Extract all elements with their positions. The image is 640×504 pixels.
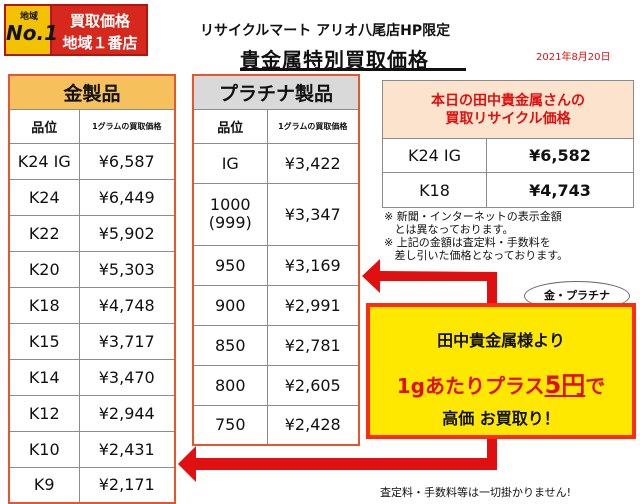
table-row: K24 IG ¥6,587: [8, 142, 176, 180]
grade-cell: K22: [8, 214, 80, 252]
grade-cell: K10: [8, 430, 80, 468]
grade-cell: K24 IG: [8, 142, 80, 180]
grade-cell: K18: [383, 173, 487, 207]
grade-cell: K24 IG: [383, 139, 487, 172]
grade-cell: 950: [192, 244, 268, 286]
price-date: 2021年8月20日: [536, 52, 611, 63]
table-row: K22 ¥5,902: [8, 214, 176, 252]
grade-cell: K20: [8, 250, 80, 288]
table-row: K18 ¥4,743: [383, 173, 633, 207]
badge-line1: 買取価格: [69, 12, 130, 30]
promo-line2: 1gあたりプラス5円で: [370, 365, 632, 400]
price-cell: ¥2,171: [78, 466, 176, 504]
grade-line2: (999): [208, 213, 252, 232]
grade-cell: K12: [8, 394, 80, 432]
price-cell: ¥2,781: [266, 324, 360, 366]
tanaka-price-header: 本日の田中貴金属さんの 買取リサイクル価格: [383, 81, 633, 139]
store-title: リサイクルマート アリオ八尾店HP限定: [200, 23, 451, 39]
price-cell: ¥3,347: [266, 182, 360, 246]
price-cell: ¥2,605: [266, 364, 360, 406]
price-cell: ¥6,582: [529, 146, 591, 165]
badge-line2: 地域１番店: [62, 34, 138, 52]
promo-line2-c: で: [585, 374, 606, 398]
tanaka-header-line2: 買取リサイクル価格: [445, 111, 571, 127]
gold-price-table: 金製品 品位 1グラムの買取価格 K24 IG ¥6,587 K24 ¥6,449 …: [8, 74, 176, 504]
grade-cell: 750: [192, 404, 268, 446]
grade-cell: 1000 (999): [192, 182, 268, 246]
price-notes: ※ 新聞・インターネットの表示金額 とは異なっております。 ※ 上記の金額は査定…: [384, 210, 568, 262]
gold-col-price: 1グラムの買取価格: [78, 108, 176, 144]
table-row: 850 ¥2,781: [192, 324, 360, 366]
table-row: K18 ¥4,748: [8, 286, 176, 324]
table-row: 750 ¥2,428: [192, 404, 360, 446]
price-cell: ¥3,717: [78, 322, 176, 360]
grade-cell: K24: [8, 178, 80, 216]
arrow-to-platinum-icon: [362, 259, 497, 310]
grade-cell: 800: [192, 364, 268, 406]
badge-no1-text: No.1: [6, 21, 58, 45]
grade-line1: 1000: [209, 195, 251, 214]
arrow-to-gold-icon: [178, 436, 497, 482]
price-cell: ¥2,991: [266, 284, 360, 326]
promo-line1: 田中貴金属様より: [437, 331, 565, 350]
table-row: 1000 (999) ¥3,347: [192, 182, 360, 246]
table-row: K9 ¥2,171: [8, 466, 176, 504]
note-line: 差し引いた価格となっております。: [384, 249, 569, 262]
price-cell: ¥3,169: [266, 244, 360, 286]
promo-box: 田中貴金属様より 1gあたりプラス5円で 高価 お買取り！: [366, 303, 636, 439]
promo-line3: 高価 お買取り！: [442, 409, 560, 428]
note-line: ※ 新聞・インターネットの表示金額: [384, 210, 562, 223]
badge-region: 地域: [19, 12, 38, 22]
grade-cell: K18: [8, 286, 80, 324]
footer-note: 査定料・手数料等は一切掛かりません!: [380, 486, 572, 499]
price-cell: ¥2,428: [266, 404, 360, 446]
table-row: K15 ¥3,717: [8, 322, 176, 360]
promo-line2-a: 1gあたりプラス: [396, 374, 545, 398]
price-cell: ¥5,902: [78, 214, 176, 252]
promo-bonus: 5円: [544, 371, 586, 399]
grade-cell: 850: [192, 324, 268, 366]
price-cell: ¥4,743: [529, 180, 591, 200]
note-line: とは異なっております。: [384, 223, 514, 236]
grade-cell: K15: [8, 322, 80, 360]
title-underline: [240, 68, 466, 71]
price-cell: ¥4,748: [78, 286, 176, 324]
table-row: 900 ¥2,991: [192, 284, 360, 326]
no1-mark: 地域 No.1: [6, 6, 58, 54]
table-row: 950 ¥3,169: [192, 244, 360, 286]
grade-cell: IG: [192, 142, 268, 184]
table-row: IG ¥3,422: [192, 142, 360, 184]
table-row: 800 ¥2,605: [192, 364, 360, 406]
platinum-table-title: プラチナ製品: [192, 74, 360, 110]
table-row: K24 ¥6,449: [8, 178, 176, 216]
platinum-price-table: プラチナ製品 品位 1グラムの買取価格 IG ¥3,422 1000 (999) ¥…: [192, 74, 360, 446]
note-line: ※ 上記の金額は査定料・手数料を: [384, 236, 551, 249]
tanaka-price-box: 本日の田中貴金属さんの 買取リサイクル価格 K24 IG ¥6,582 K18 …: [382, 80, 634, 208]
no1-badge: 地域 No.1 買取価格 地域１番店: [4, 4, 148, 56]
tanaka-header-line1: 本日の田中貴金属さんの: [431, 93, 585, 109]
platinum-col-grade: 品位: [192, 108, 268, 144]
gold-table-title: 金製品: [8, 74, 176, 110]
price-cell: ¥3,422: [266, 142, 360, 184]
grade-cell: 900: [192, 284, 268, 326]
grade-cell: K9: [8, 466, 80, 504]
table-row: K24 IG ¥6,582: [383, 139, 633, 173]
